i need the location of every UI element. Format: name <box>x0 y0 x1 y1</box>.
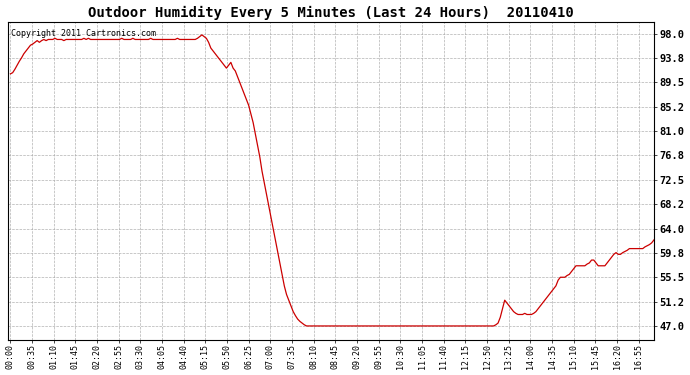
Text: Copyright 2011 Cartronics.com: Copyright 2011 Cartronics.com <box>12 28 157 38</box>
Title: Outdoor Humidity Every 5 Minutes (Last 24 Hours)  20110410: Outdoor Humidity Every 5 Minutes (Last 2… <box>88 6 574 20</box>
